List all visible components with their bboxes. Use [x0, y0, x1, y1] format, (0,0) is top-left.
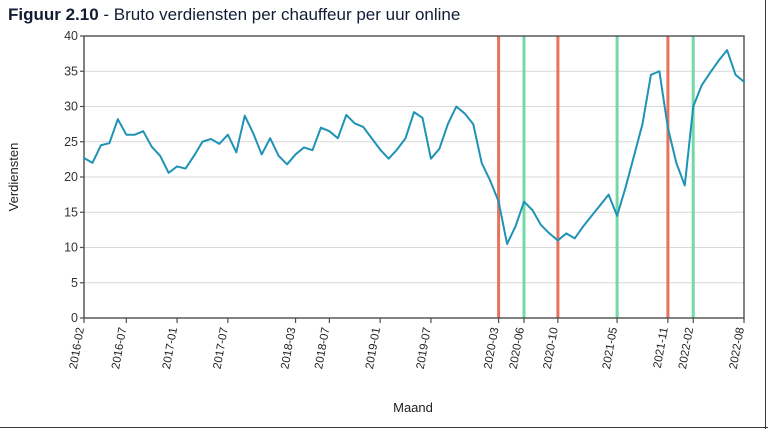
svg-text:2020-10: 2020-10	[542, 326, 561, 370]
svg-text:2021-11: 2021-11	[652, 326, 671, 369]
svg-text:2016-02: 2016-02	[68, 326, 87, 370]
svg-text:2022-02: 2022-02	[677, 326, 696, 370]
svg-text:2017-07: 2017-07	[212, 326, 231, 370]
svg-text:2020-03: 2020-03	[482, 326, 501, 370]
svg-text:15: 15	[64, 205, 78, 219]
svg-text:40: 40	[64, 29, 78, 43]
svg-text:2018-07: 2018-07	[313, 326, 332, 370]
svg-text:2016-07: 2016-07	[110, 326, 129, 370]
svg-text:10: 10	[64, 241, 78, 255]
svg-text:30: 30	[64, 100, 78, 114]
svg-text:2020-06: 2020-06	[508, 326, 527, 370]
svg-text:20: 20	[64, 170, 78, 184]
svg-text:2017-01: 2017-01	[161, 326, 180, 370]
svg-text:25: 25	[64, 135, 78, 149]
svg-text:2022-08: 2022-08	[728, 326, 747, 370]
svg-text:2018-03: 2018-03	[279, 326, 298, 370]
svg-text:2019-01: 2019-01	[364, 326, 383, 370]
svg-text:0: 0	[71, 311, 78, 325]
svg-text:Verdiensten: Verdiensten	[6, 143, 21, 212]
svg-text:2019-07: 2019-07	[415, 326, 434, 370]
svg-text:2021-05: 2021-05	[601, 326, 620, 370]
svg-text:Maand: Maand	[393, 400, 433, 415]
svg-text:35: 35	[64, 64, 78, 78]
svg-text:5: 5	[71, 276, 78, 290]
